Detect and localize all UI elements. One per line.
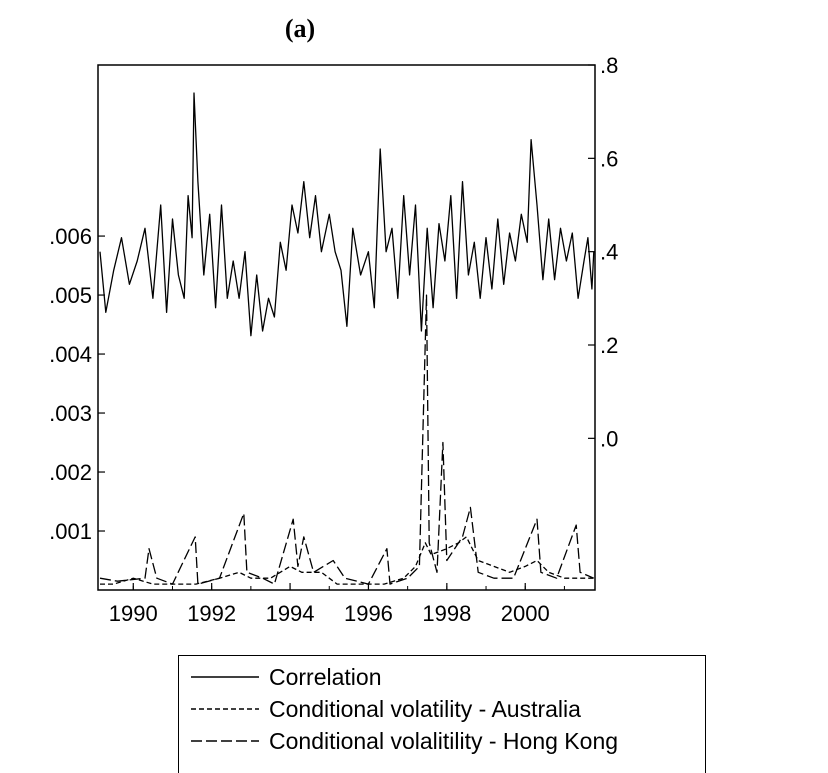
right-tick-label: .0: [600, 426, 618, 451]
series-volatility-australia: [100, 536, 594, 585]
x-tick-label: 1998: [422, 601, 471, 626]
legend-swatch-dashed: [191, 708, 259, 710]
series-volatility-hong-kong: [99, 294, 595, 585]
left-tick-label: .003: [49, 401, 92, 426]
chart-canvas: .001 .002 .003 .004 .005 .006 .0 .2 .4 .6 .8 1990…: [49, 53, 618, 626]
legend-entry-australia: Conditional volatility - Australia: [179, 693, 581, 725]
legend-swatch-solid: [191, 676, 259, 678]
legend-entry-correlation: Correlation: [179, 661, 382, 693]
x-tick-label: 1996: [344, 601, 393, 626]
x-tick-label: 2000: [501, 601, 550, 626]
chart-title: (a): [284, 14, 316, 43]
x-tick-label: 1992: [187, 601, 236, 626]
left-tick-label: .005: [49, 283, 92, 308]
x-tick-label: 1990: [109, 601, 158, 626]
legend-label: Conditional volatility - Australia: [269, 695, 581, 722]
left-tick-label: .004: [49, 342, 92, 367]
x-axis: 1990 1992 1994 1996 1998 2000: [109, 583, 565, 626]
left-tick-label: .002: [49, 460, 92, 485]
legend-swatch-longdash: [191, 740, 259, 742]
right-tick-label: .8: [600, 53, 618, 78]
series-layer: [99, 92, 595, 585]
series-correlation: [99, 92, 595, 337]
right-tick-label: .4: [600, 240, 618, 265]
right-tick-label: .6: [600, 146, 618, 171]
left-tick-label: .006: [49, 224, 92, 249]
right-axis: .0 .2 .4 .6 .8: [588, 53, 618, 451]
legend-entry-hongkong: Conditional volalitility - Hong Kong: [179, 725, 618, 757]
right-tick-label: .2: [600, 333, 618, 358]
left-tick-label: .001: [49, 519, 92, 544]
legend-label: Conditional volalitility - Hong Kong: [269, 727, 619, 754]
plot-area-frame: [97, 64, 596, 591]
legend: Correlation Conditional volatility - Aus…: [178, 655, 706, 773]
legend-label: Correlation: [269, 663, 382, 690]
x-tick-label: 1994: [266, 601, 315, 626]
left-axis: .001 .002 .003 .004 .005 .006: [49, 224, 105, 544]
